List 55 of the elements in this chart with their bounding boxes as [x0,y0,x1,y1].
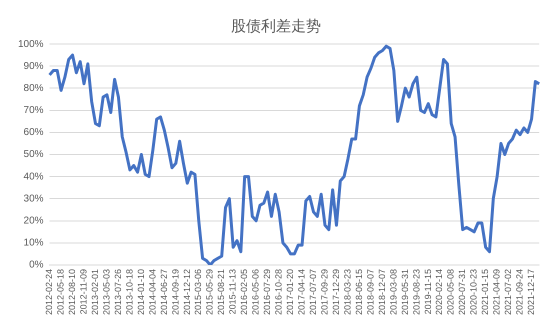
y-tick-label: 70% [24,105,44,116]
y-tick-label: 100% [18,38,44,50]
y-tick-label: 60% [24,127,44,138]
x-tick-label: 2016-05-06 [250,268,261,316]
x-tick-label: 2019-03-08 [388,268,398,316]
x-tick-label: 2012-05-18 [56,268,66,316]
x-tick-label: 2021-07-02 [503,268,514,316]
y-tick-label: 20% [24,216,44,227]
x-tick-label: 2020-10-23 [468,268,479,316]
x-tick-label: 2016-07-29 [262,268,272,316]
y-tick-label: 40% [24,171,44,182]
x-tick-label: 2013-07-26 [112,268,123,316]
x-tick-label: 2014-04-04 [147,268,158,316]
x-tick-label: 2012-02-24 [44,268,54,316]
x-tick-label: 2014-12-12 [182,268,192,316]
y-tick-label: 50% [24,149,44,160]
x-tick-label: 2015-05-29 [204,268,215,316]
x-tick-label: 2014-09-19 [170,268,180,316]
x-tick-label: 2021-01-15 [480,268,490,316]
x-tick-label: 2012-11-09 [78,268,88,314]
x-tick-label: 2015-11-13 [228,268,238,314]
x-tick-label: 2020-02-14 [434,268,444,316]
x-tick-label: 2019-05-31 [400,268,410,316]
x-tick-label: 2018-12-07 [376,268,387,316]
x-tick-label: 2016-10-28 [274,268,284,316]
x-tick-label: 2020-05-08 [446,268,456,316]
x-tick-label: 2015-08-21 [216,268,226,316]
x-tick-label: 2017-07-07 [308,268,318,316]
x-tick-label: 2017-12-29 [330,268,341,316]
x-tick-label: 2018-03-23 [342,268,352,316]
y-tick-label: 10% [24,238,44,249]
x-tick-label: 2013-05-03 [101,268,112,316]
x-tick-label: 2019-08-23 [411,268,422,316]
x-tick-label: 2021-12-17 [526,268,536,316]
x-tick-label: 2017-09-29 [319,268,330,316]
x-tick-label: 2018-09-07 [365,268,376,316]
y-tick-label: 80% [24,82,44,94]
x-tick-label: 2014-06-27 [158,268,169,316]
x-tick-label: 2018-06-15 [354,268,364,316]
y-tick-label: 0% [29,260,44,271]
x-tick-label: 2021-09-24 [514,268,525,316]
x-tick-label: 2017-01-20 [285,268,296,316]
x-tick-label: 2016-02-05 [239,268,250,316]
x-tick-label: 2013-10-18 [124,268,134,316]
x-tick-label: 2013-02-01 [90,268,100,316]
x-tick-label: 2012-08-10 [67,268,78,316]
x-tick-label: 2015-03-06 [193,268,204,316]
y-tick-label: 30% [24,193,44,204]
x-tick-label: 2020-07-31 [457,268,468,316]
x-tick-label: 2021-04-09 [492,268,502,316]
chart-title: 股债利差走势 [231,16,321,35]
x-tick-label: 2019-11-15 [422,268,433,314]
y-tick-label: 90% [24,60,44,72]
x-tick-label: 2014-01-10 [136,268,146,316]
x-tick-label: 2017-04-14 [296,268,307,316]
